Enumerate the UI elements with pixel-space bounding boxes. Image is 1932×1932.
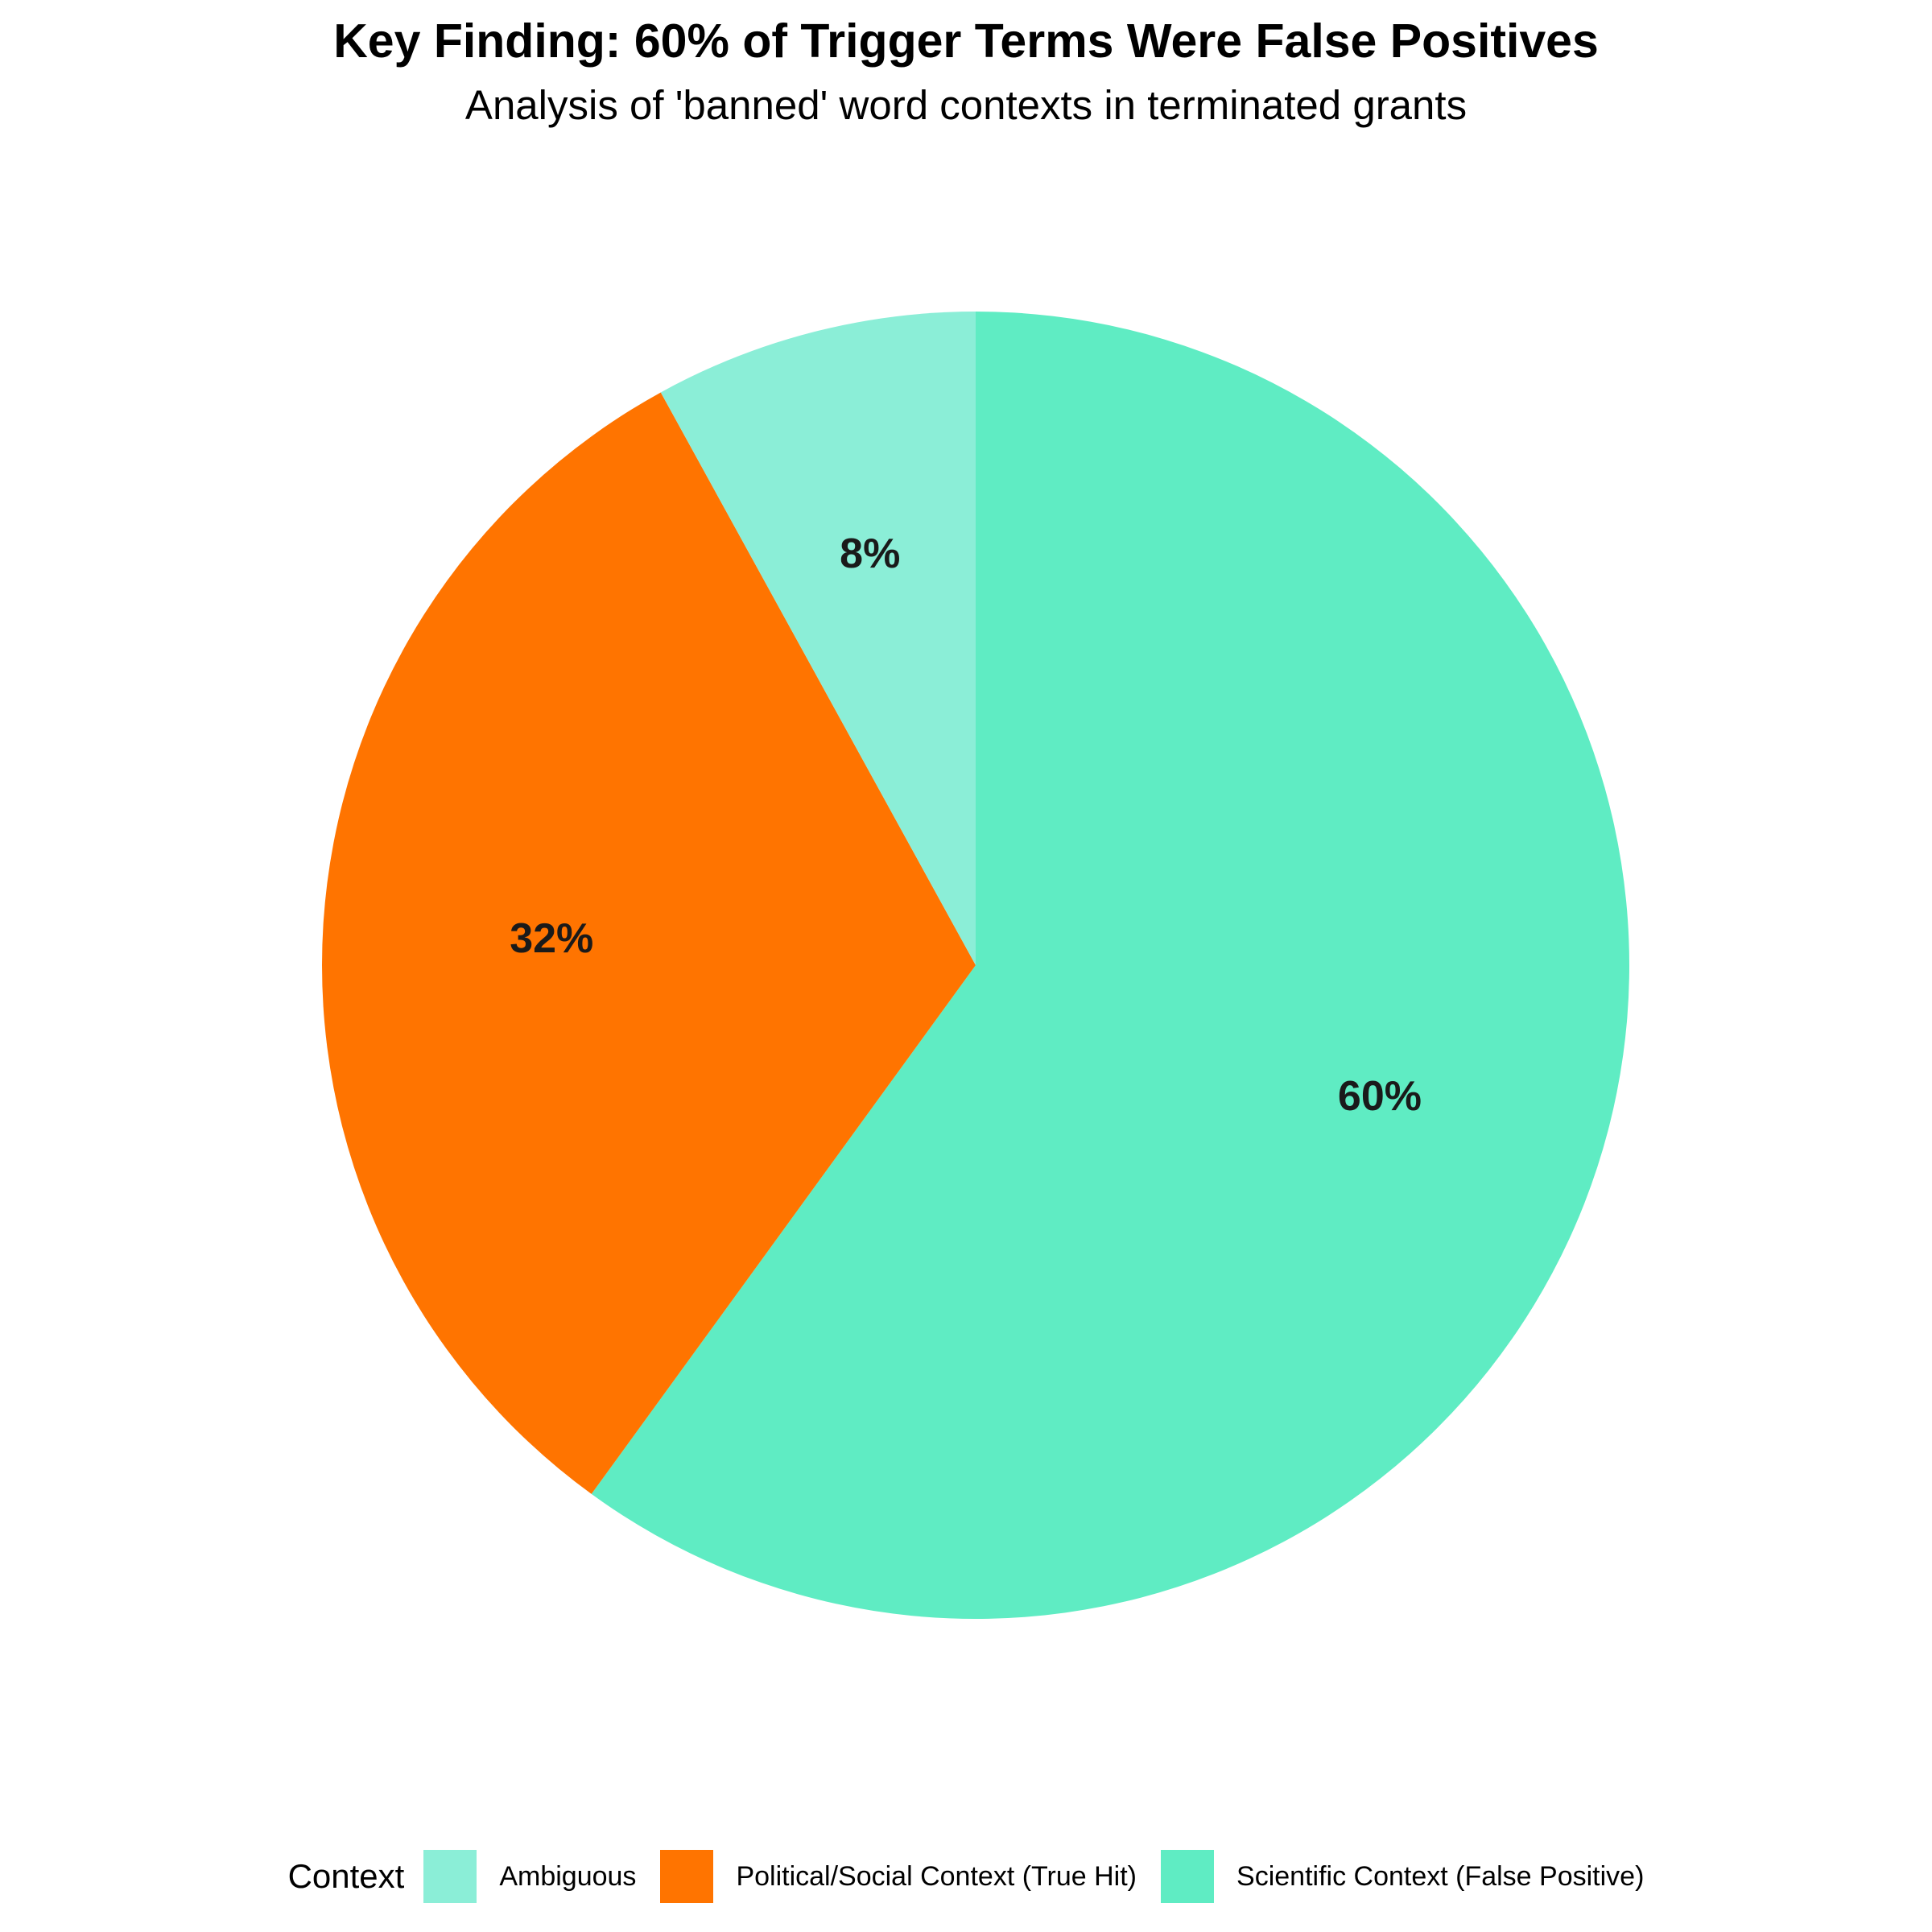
legend-item-ambiguous: Ambiguous — [423, 1850, 636, 1903]
legend-title: Context — [287, 1857, 405, 1895]
pie-slice-ambiguous — [660, 312, 976, 965]
chart-title: Key Finding: 60% of Trigger Terms Were F… — [333, 14, 1599, 68]
pie-slice-scientific-context-false-positive — [591, 312, 1630, 1620]
pie-slices — [322, 312, 1630, 1620]
legend-label-political-social: Political/Social Context (True Hit) — [736, 1860, 1137, 1892]
chart-subtitle: Analysis of 'banned' word contexts in te… — [464, 82, 1468, 128]
legend-item-scientific: Scientific Context (False Positive) — [1161, 1850, 1644, 1903]
legend: Context Ambiguous Political/Social Conte… — [0, 1848, 1932, 1905]
legend-swatch-scientific — [1161, 1850, 1215, 1903]
legend-item-political-social: Political/Social Context (True Hit) — [660, 1850, 1137, 1903]
pie-slice-political-social-context-true-hit — [322, 392, 976, 1494]
pie-label-scientific-context-false-positive: 60% — [1338, 1073, 1422, 1120]
pie-label-political-social-context-true-hit: 32% — [510, 915, 593, 962]
legend-swatch-political-social — [660, 1850, 714, 1903]
legend-swatch-ambiguous — [423, 1850, 477, 1903]
pie-slice-labels: 60% 32% 8% — [510, 530, 1422, 1120]
legend-label-ambiguous: Ambiguous — [499, 1860, 637, 1892]
legend-label-scientific: Scientific Context (False Positive) — [1236, 1860, 1645, 1892]
pie-label-ambiguous: 8% — [840, 530, 900, 577]
